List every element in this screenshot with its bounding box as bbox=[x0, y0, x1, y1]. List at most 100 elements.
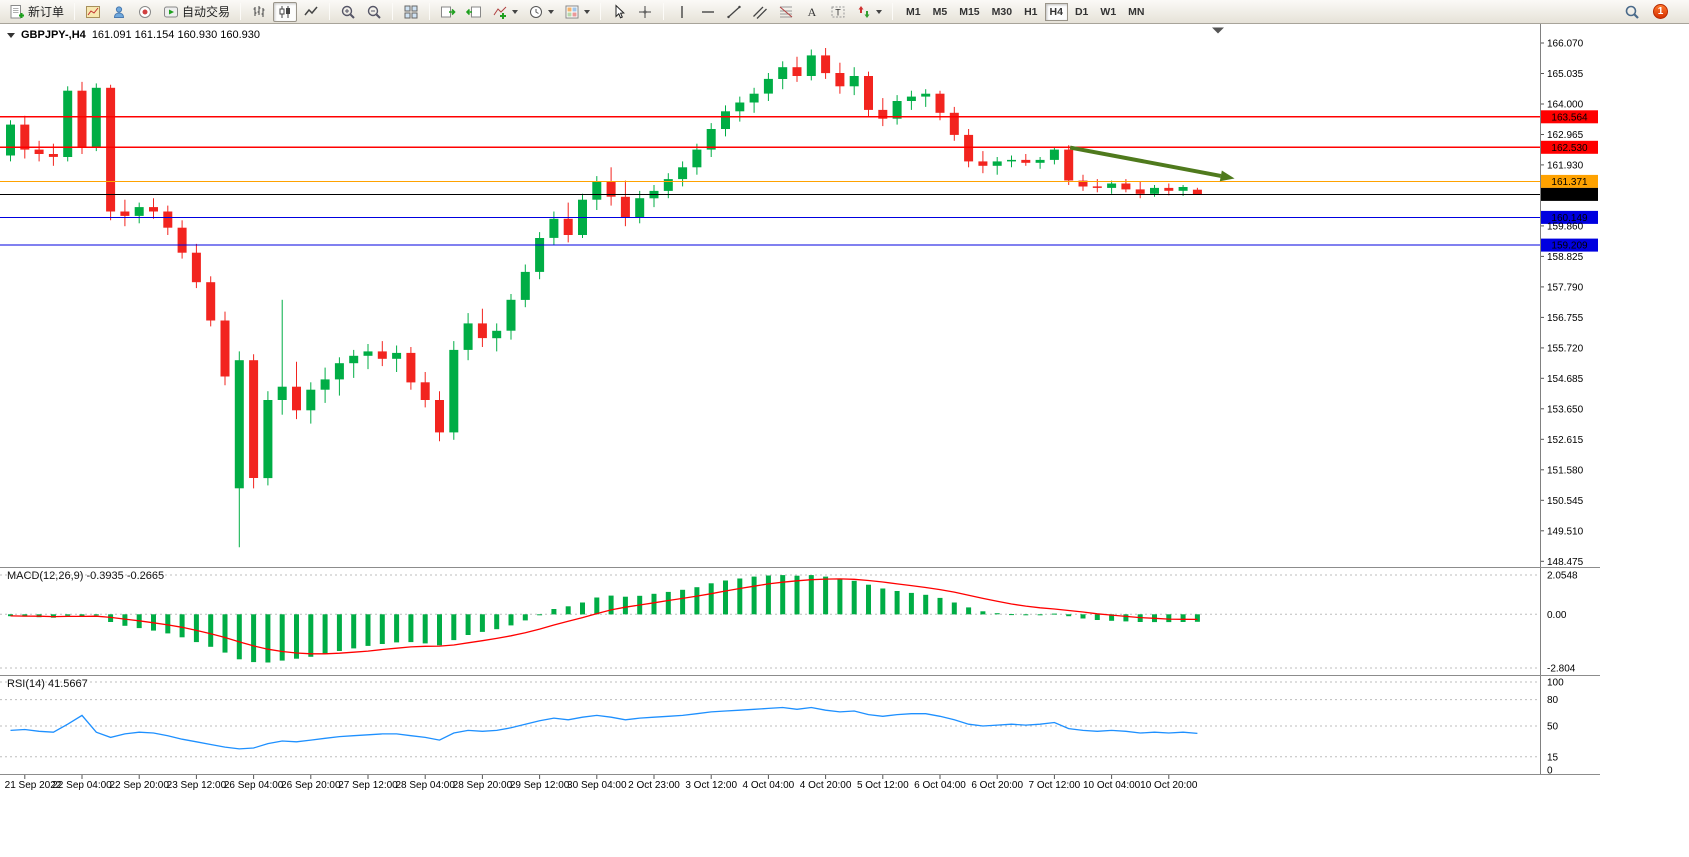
arrows-button[interactable] bbox=[852, 2, 886, 22]
candles-group bbox=[6, 48, 1202, 548]
macd-group: 2.0548 0.00 -2.804 bbox=[0, 571, 1578, 675]
timeframe-m30[interactable]: M30 bbox=[987, 3, 1017, 21]
timeframe-h1[interactable]: H1 bbox=[1019, 3, 1042, 21]
svg-text:4 Oct 04:00: 4 Oct 04:00 bbox=[743, 780, 795, 791]
line-chart-icon bbox=[304, 6, 318, 15]
chart-title-overlay: GBPJPY-,H4 161.091 161.154 160.930 160.9… bbox=[7, 29, 260, 41]
svg-text:21 Sep 2022: 21 Sep 2022 bbox=[5, 780, 62, 791]
cursor-icon bbox=[615, 3, 625, 18]
svg-text:162.965: 162.965 bbox=[1547, 130, 1584, 141]
svg-text:161.371: 161.371 bbox=[1551, 177, 1588, 188]
svg-text:157.790: 157.790 bbox=[1547, 282, 1584, 293]
timeframe-w1[interactable]: W1 bbox=[1095, 3, 1121, 21]
svg-text:28 Sep 20:00: 28 Sep 20:00 bbox=[453, 780, 513, 791]
zoom-out-button[interactable] bbox=[362, 2, 386, 22]
panel-separator-rsi[interactable] bbox=[0, 675, 1600, 676]
svg-text:22 Sep 20:00: 22 Sep 20:00 bbox=[109, 780, 169, 791]
trendline-button[interactable] bbox=[722, 2, 746, 22]
chart-shift-marker[interactable] bbox=[1212, 27, 1224, 34]
line-chart-button[interactable] bbox=[299, 2, 323, 22]
svg-text:154.685: 154.685 bbox=[1547, 374, 1584, 385]
svg-text:152.615: 152.615 bbox=[1547, 435, 1584, 446]
auto-trading-button[interactable]: 自动交易 bbox=[159, 2, 234, 22]
tile-windows-button[interactable] bbox=[399, 2, 423, 22]
vertical-line-button[interactable] bbox=[670, 2, 694, 22]
new-order-button[interactable]: 新订单 bbox=[5, 2, 68, 22]
profiles-button[interactable] bbox=[107, 2, 131, 22]
svg-text:50: 50 bbox=[1547, 722, 1559, 733]
toolbar-right-group: 1 bbox=[1620, 2, 1684, 22]
svg-text:156.755: 156.755 bbox=[1547, 313, 1584, 324]
chevron-down-icon bbox=[584, 9, 591, 14]
time-axis[interactable] bbox=[0, 774, 1540, 794]
timeframe-m15[interactable]: M15 bbox=[954, 3, 984, 21]
price-lines-group: 163.564 162.530 161.371 160.930 160.149 159.2… bbox=[0, 110, 1598, 252]
panel-separator-macd[interactable] bbox=[0, 567, 1600, 568]
horizontal-line-button[interactable] bbox=[696, 2, 720, 22]
crosshair-button[interactable] bbox=[633, 2, 657, 22]
toolbar-separator bbox=[429, 3, 431, 20]
svg-text:153.650: 153.650 bbox=[1547, 404, 1584, 415]
chart-shift-button[interactable] bbox=[462, 2, 486, 22]
profiles-icon bbox=[114, 5, 125, 18]
svg-text:10 Oct 04:00: 10 Oct 04:00 bbox=[1083, 780, 1141, 791]
svg-text:151.580: 151.580 bbox=[1547, 465, 1584, 476]
toolbar-separator bbox=[240, 3, 242, 20]
svg-text:80: 80 bbox=[1547, 695, 1559, 706]
candlestick-chart-button[interactable] bbox=[273, 1, 298, 22]
chart-canvas[interactable]: 163.564 162.530 161.371 160.930 160.149 159.2… bbox=[0, 24, 1600, 794]
svg-text:158.825: 158.825 bbox=[1547, 252, 1584, 263]
price-axis[interactable] bbox=[1540, 24, 1600, 774]
chevron-down-icon bbox=[512, 9, 519, 14]
channel-button[interactable] bbox=[748, 2, 772, 22]
bar-chart-icon bbox=[253, 5, 265, 17]
timeframe-m5[interactable]: M5 bbox=[928, 3, 953, 21]
svg-text:165.035: 165.035 bbox=[1547, 69, 1584, 80]
fibonacci-button[interactable] bbox=[774, 2, 798, 22]
timeframe-group: M1 M5 M15 M30 H1 H4 D1 W1 MN bbox=[901, 2, 1149, 21]
notification-badge[interactable]: 1 bbox=[1653, 4, 1668, 19]
bar-chart-button[interactable] bbox=[247, 2, 271, 22]
timeframe-d1[interactable]: D1 bbox=[1070, 3, 1093, 21]
search-button[interactable] bbox=[1620, 2, 1644, 22]
svg-text:100: 100 bbox=[1547, 678, 1564, 689]
svg-text:162.530: 162.530 bbox=[1551, 143, 1588, 154]
new-order-icon bbox=[10, 4, 24, 18]
market-watch-icon bbox=[139, 5, 152, 18]
arrows-icon bbox=[858, 5, 870, 18]
periods-button[interactable] bbox=[524, 2, 558, 22]
templates-icon bbox=[565, 5, 579, 18]
zoom-in-button[interactable] bbox=[336, 2, 360, 22]
svg-text:30 Sep 04:00: 30 Sep 04:00 bbox=[567, 780, 627, 791]
toolbar-separator bbox=[74, 3, 76, 20]
auto-scroll-button[interactable] bbox=[436, 2, 460, 22]
svg-text:0: 0 bbox=[1547, 766, 1553, 777]
chart-shift-icon bbox=[466, 6, 482, 17]
timeframe-mn[interactable]: MN bbox=[1123, 3, 1149, 21]
fibonacci-icon bbox=[779, 6, 793, 17]
cursor-button[interactable] bbox=[607, 2, 631, 22]
svg-text:161.930: 161.930 bbox=[1547, 160, 1584, 171]
templates-button[interactable] bbox=[560, 2, 594, 22]
text-button[interactable]: A bbox=[800, 2, 824, 22]
svg-text:149.510: 149.510 bbox=[1547, 526, 1584, 537]
indicators-icon bbox=[493, 6, 507, 19]
svg-text:6 Oct 04:00: 6 Oct 04:00 bbox=[914, 780, 966, 791]
svg-text:26 Sep 20:00: 26 Sep 20:00 bbox=[281, 780, 341, 791]
svg-text:159.860: 159.860 bbox=[1547, 221, 1584, 232]
label-button[interactable]: T bbox=[826, 2, 850, 22]
svg-text:150.545: 150.545 bbox=[1547, 496, 1584, 507]
search-icon bbox=[1625, 5, 1639, 19]
time-axis-border bbox=[0, 774, 1600, 775]
indicators-button[interactable] bbox=[488, 2, 522, 22]
svg-text:148.475: 148.475 bbox=[1547, 557, 1584, 568]
svg-text:26 Sep 04:00: 26 Sep 04:00 bbox=[224, 780, 284, 791]
timeframe-m1[interactable]: M1 bbox=[901, 3, 926, 21]
svg-text:160.930: 160.930 bbox=[1551, 190, 1588, 201]
timeframe-h4[interactable]: H4 bbox=[1044, 2, 1068, 21]
svg-text:6 Oct 20:00: 6 Oct 20:00 bbox=[971, 780, 1023, 791]
rsi-group: 100 80 50 15 0 bbox=[0, 678, 1564, 777]
new-chart-button[interactable] bbox=[81, 2, 105, 22]
one-click-trading-toggle[interactable] bbox=[7, 32, 15, 38]
market-watch-button[interactable] bbox=[133, 2, 157, 22]
